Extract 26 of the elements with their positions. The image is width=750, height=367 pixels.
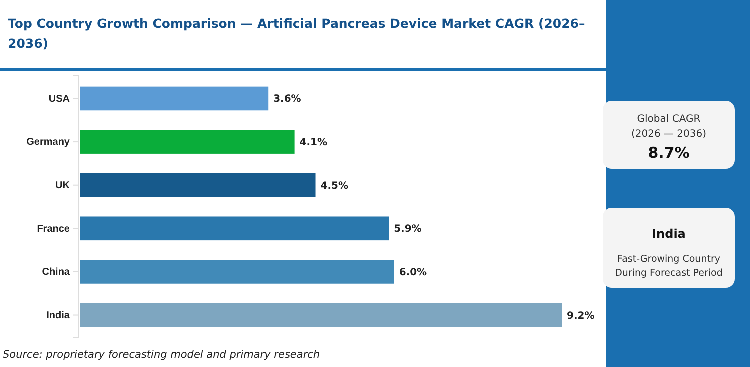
text: During Forecast Period bbox=[615, 268, 723, 279]
data-label: 3.6% bbox=[274, 94, 302, 106]
y-tick-label: China bbox=[42, 267, 70, 278]
data-label: 9.2% bbox=[567, 310, 595, 322]
data-label: 4.1% bbox=[300, 138, 328, 149]
bar bbox=[80, 86, 269, 111]
text: Fast-Growing Country bbox=[618, 254, 721, 265]
y-tick-label: India bbox=[46, 310, 70, 322]
bar bbox=[80, 303, 562, 328]
bar bbox=[80, 216, 390, 241]
source-note: Source: proprietary forecasting model and primary research bbox=[3, 349, 320, 361]
text: India bbox=[652, 227, 686, 241]
y-tick-label: France bbox=[37, 224, 70, 235]
y-tick-label: USA bbox=[48, 94, 70, 105]
bar bbox=[80, 260, 394, 284]
data-label: 5.9% bbox=[394, 224, 422, 236]
text: (2026 — 2036) bbox=[631, 129, 707, 140]
y-tick-label: UK bbox=[56, 180, 71, 192]
chart-title: Top Country Growth Comparison — Artificial Pancreas Device Market CAGR (2026–2036) bbox=[8, 16, 586, 51]
bar bbox=[80, 130, 295, 154]
text: Global CAGR bbox=[637, 114, 701, 125]
data-label: 4.5% bbox=[320, 180, 348, 192]
data-label: 6.0% bbox=[399, 267, 428, 278]
text: 8.7% bbox=[648, 144, 690, 162]
y-tick-label: Germany bbox=[26, 137, 70, 148]
bar bbox=[80, 173, 316, 198]
